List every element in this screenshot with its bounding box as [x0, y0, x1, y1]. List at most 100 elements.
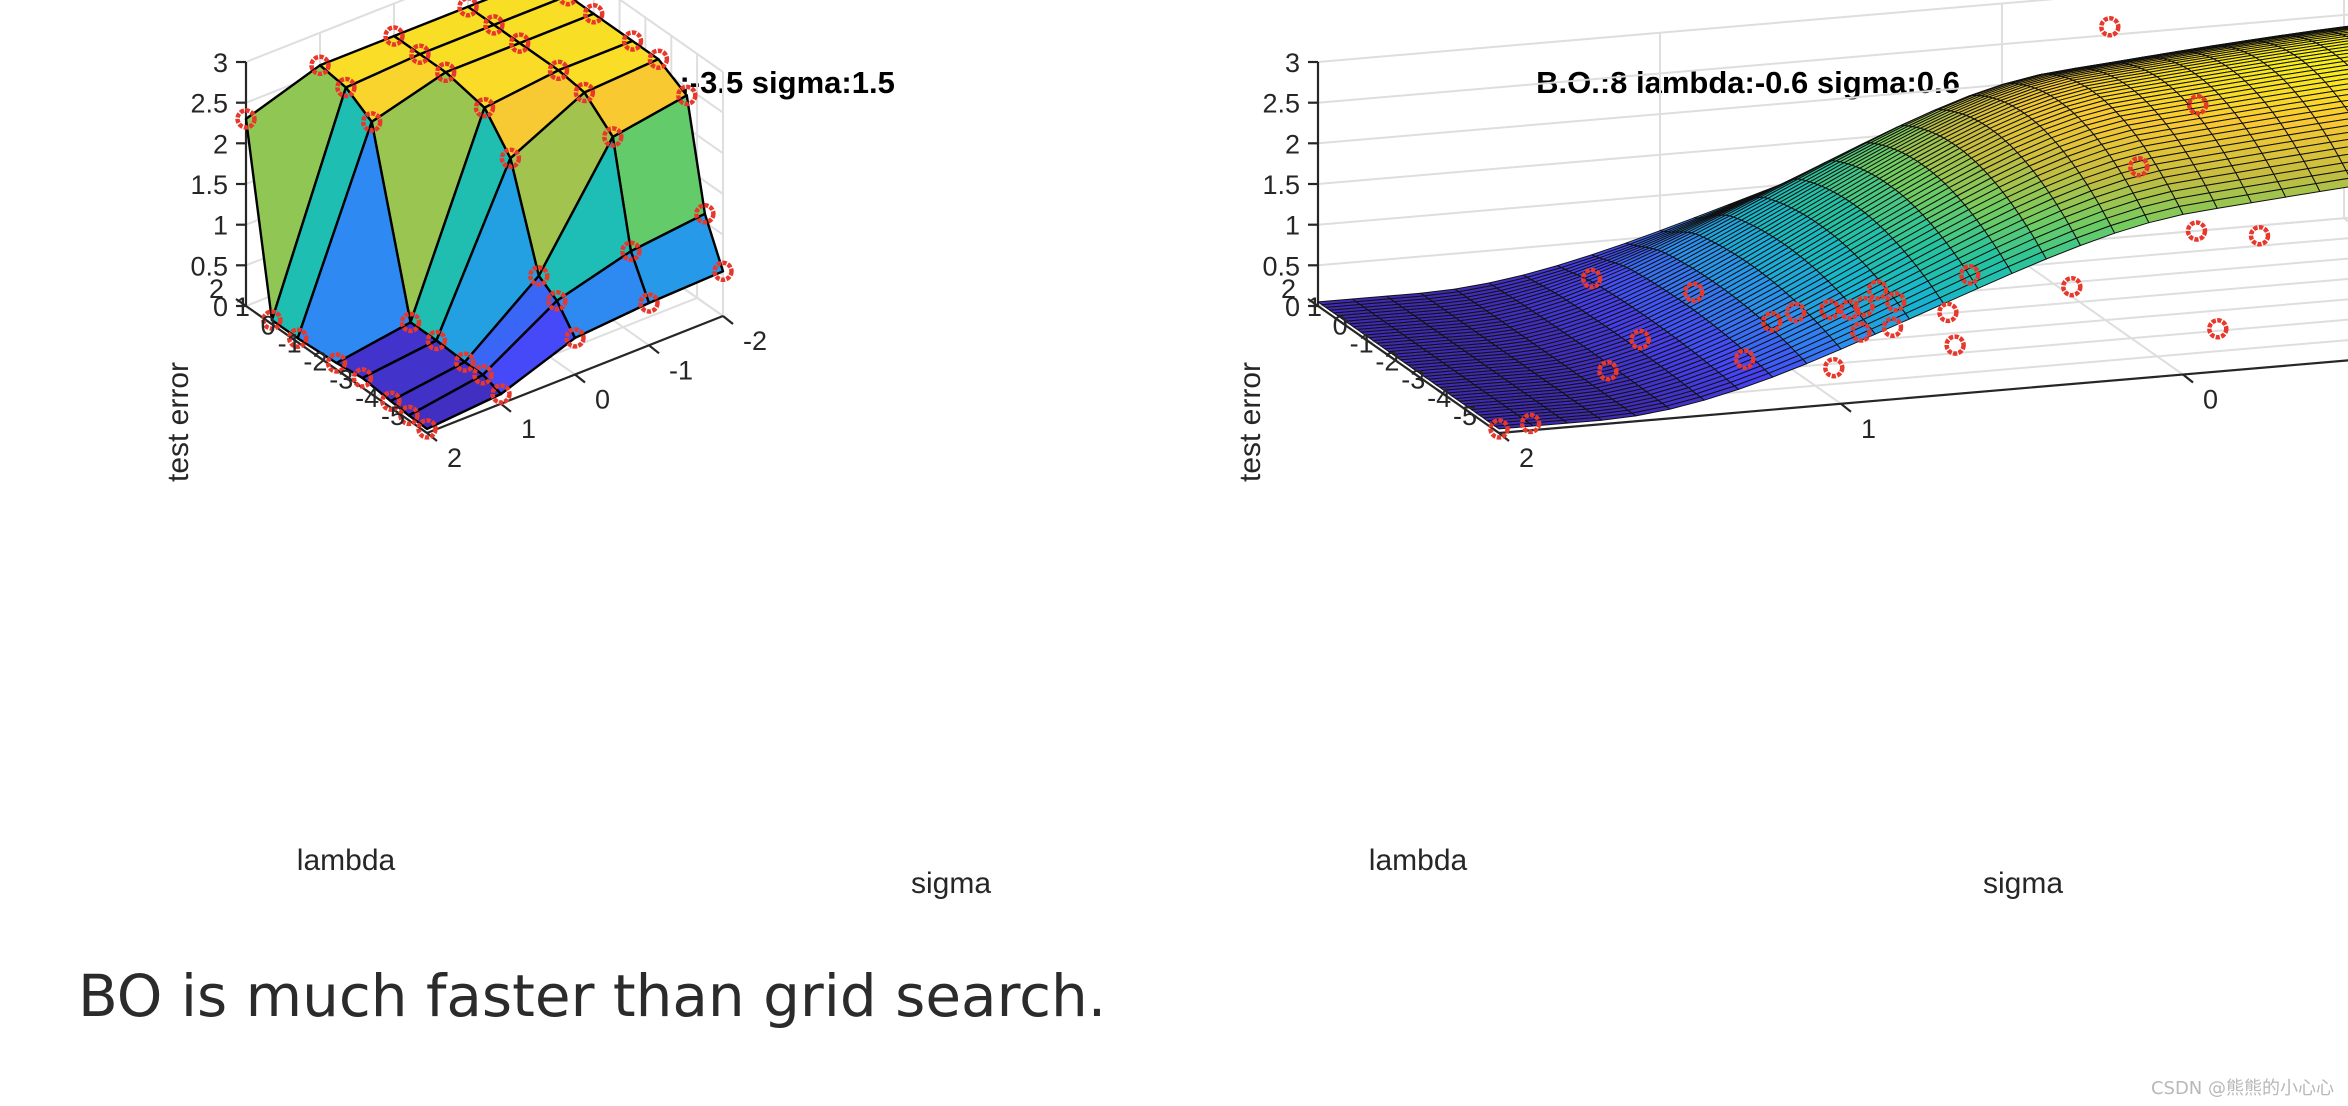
y-tick-label: 0: [261, 310, 276, 340]
z-axis-label: test error: [1234, 362, 1267, 482]
y-tick-label: 2: [1281, 274, 1296, 304]
sample-marker: [1761, 310, 1783, 333]
y-tick-label: -2: [1375, 347, 1399, 377]
sample-marker: [547, 59, 570, 82]
x-tick-mark: [2182, 373, 2194, 384]
sample-marker: [1884, 291, 1907, 313]
sample-marker: [2186, 94, 2209, 116]
sample-marker: [416, 418, 438, 440]
y-tick-mark: [1436, 388, 1448, 398]
sample-marker: [383, 25, 405, 47]
x-axis-label: sigma: [911, 867, 991, 900]
y-axis-label: lambda: [1369, 844, 1468, 877]
y-tick-label: -2: [303, 347, 327, 377]
y-tick-label: -5: [1453, 401, 1477, 431]
sample-marker: [1944, 334, 1966, 356]
y-tick-mark: [338, 370, 351, 380]
y-tick-mark: [364, 388, 376, 398]
sample-marker: [1850, 321, 1872, 343]
y-tick-label: -3: [1401, 365, 1425, 395]
x-tick-mark: [1840, 402, 1852, 413]
sample-marker: [712, 260, 734, 283]
y-tick-label: -1: [1350, 328, 1374, 358]
sample-marker: [528, 265, 550, 287]
sample-marker: [564, 327, 586, 349]
x-tick-mark: [500, 402, 512, 413]
sample-marker: [235, 108, 257, 130]
sample-marker: [2185, 220, 2208, 242]
caption-text: BO is much faster than grid search.: [78, 962, 1107, 1030]
y-tick-mark: [235, 298, 247, 307]
x-tick-label: 0: [595, 385, 610, 415]
sample-marker: [335, 76, 357, 99]
sample-marker: [351, 367, 374, 389]
sample-marker: [620, 240, 642, 262]
sample-marker: [1597, 360, 1619, 382]
sample-marker: [1881, 316, 1904, 339]
sample-marker: [434, 61, 457, 84]
y-tick-mark: [1359, 334, 1371, 344]
grid-line: [2001, 246, 2184, 376]
x-tick-label: 1: [521, 414, 536, 444]
sample-marker: [483, 14, 505, 36]
grid-line: [618, 0, 724, 73]
x-tick-mark: [648, 344, 660, 355]
x-tick-label: -2: [743, 326, 767, 356]
sample-marker: [694, 203, 716, 225]
z-tick-label: 2.5: [190, 89, 228, 119]
sample-marker: [360, 111, 383, 133]
sample-marker: [1682, 281, 1705, 303]
sample-marker: [2061, 275, 2083, 298]
y-tick-label: 1: [235, 292, 250, 322]
watermark: CSDN @熊熊的小心心: [2150, 1078, 2334, 1099]
sample-marker: [1629, 328, 1651, 351]
sample-marker: [380, 390, 402, 412]
sample-marker: [647, 48, 670, 70]
y-tick-mark: [1384, 352, 1397, 362]
sample-marker: [1823, 356, 1845, 379]
sample-marker: [2248, 224, 2271, 247]
sample-marker: [457, 0, 479, 18]
z-tick-label: 0: [1285, 292, 1300, 322]
sample-marker: [398, 404, 420, 427]
bo-surface-plot: B.O.:8 lambda:-0.6 sigma:0.6 00.511.522.…: [1234, 0, 2348, 900]
sample-marker: [1733, 348, 1756, 370]
y-tick-label: -4: [355, 383, 379, 413]
z-tick-label: 0.5: [1262, 251, 1300, 281]
y-tick-mark: [1307, 298, 1319, 307]
z-tick-label: 1: [1285, 211, 1300, 241]
y-tick-mark: [1333, 316, 1345, 326]
sample-markers: [1488, 16, 2271, 440]
x-tick-label: 2: [447, 443, 462, 473]
figure: G.S.:11 lambda:-3.5 sigma:1.5 00.511.522…: [162, 0, 2348, 900]
z-tick-label: 1.5: [1262, 170, 1300, 200]
x-tick-label: -1: [669, 355, 693, 385]
sample-marker: [1937, 301, 1959, 324]
z-tick-label: 2: [213, 129, 228, 159]
x-tick-mark: [722, 315, 734, 325]
sample-marker: [558, 0, 578, 7]
sample-marker: [1488, 418, 1510, 440]
y-tick-mark: [1410, 370, 1423, 380]
z-tick-label: 1: [213, 211, 228, 241]
y-tick-label: 2: [209, 274, 224, 304]
y-axis-label: lambda: [297, 844, 396, 877]
z-axis-label: test error: [162, 362, 195, 482]
z-tick-label: 0.5: [190, 251, 228, 281]
sample-marker: [286, 327, 309, 349]
sample-marker: [582, 3, 605, 25]
sample-marker: [573, 81, 596, 104]
sample-marker: [399, 311, 422, 334]
x-axis-label: sigma: [1983, 867, 2063, 900]
surface: [1317, 25, 2348, 430]
sample-marker: [676, 84, 698, 107]
sample-marker: [621, 30, 644, 52]
sample-markers: [235, 0, 734, 440]
sample-marker: [1784, 301, 1807, 324]
x-tick-label: 2: [1519, 443, 1534, 473]
sample-marker: [1838, 299, 1861, 321]
sample-marker: [2099, 16, 2121, 38]
sample-marker: [602, 126, 624, 148]
sample-marker: [1959, 263, 1981, 286]
